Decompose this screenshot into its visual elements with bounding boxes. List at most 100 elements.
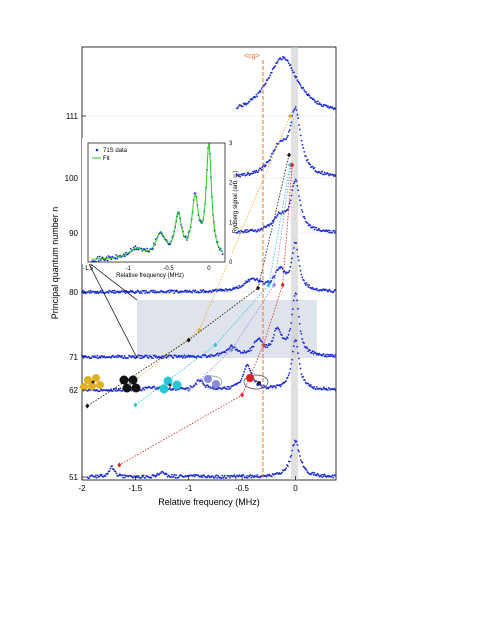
data-point	[316, 352, 319, 355]
data-point	[287, 205, 290, 208]
cluster-5-icon	[80, 374, 104, 391]
data-point	[302, 375, 305, 378]
data-point	[239, 379, 242, 382]
data-point	[260, 88, 263, 91]
data-point	[255, 380, 258, 383]
data-point	[260, 227, 263, 230]
data-point	[95, 356, 98, 359]
data-point	[299, 84, 302, 87]
data-point	[172, 388, 175, 391]
data-point	[279, 267, 281, 269]
data-point	[299, 134, 302, 137]
data-point	[128, 291, 131, 293]
marker-point	[290, 162, 295, 168]
inset-y-tick-label: 3	[229, 141, 233, 147]
data-point	[303, 279, 305, 282]
data-point	[116, 389, 119, 392]
data-point	[283, 56, 286, 59]
data-point	[280, 334, 283, 336]
data-point	[328, 355, 331, 358]
data-point	[245, 365, 247, 368]
data-point	[170, 355, 173, 358]
data-point	[110, 388, 112, 390]
data-point	[249, 369, 252, 372]
marker-point	[133, 402, 138, 408]
data-point	[297, 117, 300, 120]
data-point	[327, 353, 330, 356]
data-point	[311, 286, 314, 289]
marker-point	[256, 285, 261, 291]
data-point	[140, 354, 142, 357]
inset-x-ticks: -1.5 -1 -0.5 0	[83, 266, 211, 272]
data-point	[268, 225, 271, 227]
data-point	[289, 456, 292, 458]
data-point	[267, 280, 270, 282]
data-point	[316, 229, 319, 232]
data-point	[281, 267, 284, 270]
data-point	[306, 158, 309, 161]
data-point	[293, 182, 295, 185]
data-point	[237, 287, 240, 290]
data-point	[291, 189, 294, 192]
data-point	[285, 338, 287, 341]
data-point	[285, 380, 287, 382]
data-point	[159, 472, 162, 475]
data-point	[287, 465, 289, 468]
data-point	[169, 387, 171, 389]
data-point	[287, 131, 290, 133]
data-point	[236, 349, 239, 351]
data-point	[297, 307, 299, 310]
data-point	[273, 149, 276, 152]
data-point	[328, 231, 330, 234]
data-point	[95, 292, 98, 295]
data-point	[238, 173, 241, 176]
data-point	[255, 169, 258, 172]
data-point	[289, 64, 292, 66]
inset-data-point	[146, 247, 149, 250]
data-point	[312, 387, 315, 390]
data-point	[331, 474, 334, 477]
data-point	[333, 356, 336, 358]
data-point	[111, 289, 114, 292]
data-point	[243, 230, 246, 233]
data-point	[173, 292, 176, 295]
inset-data-point	[141, 250, 144, 252]
marker-point	[197, 327, 202, 333]
data-point	[98, 475, 101, 478]
data-point	[240, 173, 243, 175]
data-point	[302, 147, 305, 149]
data-point	[113, 289, 116, 292]
data-point	[82, 356, 85, 359]
data-point	[162, 357, 165, 360]
data-point	[141, 355, 144, 358]
data-point	[259, 167, 262, 170]
data-point	[313, 166, 316, 169]
data-point	[199, 289, 202, 292]
data-point	[322, 173, 325, 176]
data-point	[328, 288, 331, 291]
data-point	[185, 291, 188, 294]
data-point	[235, 383, 238, 386]
data-point	[217, 354, 220, 357]
data-point	[123, 355, 126, 357]
data-point	[134, 357, 137, 360]
data-point	[278, 328, 281, 331]
inset-data-point	[115, 254, 118, 256]
data-point	[290, 362, 293, 365]
data-point	[318, 171, 321, 173]
data-point	[114, 389, 117, 392]
data-point	[325, 387, 328, 390]
data-point	[311, 350, 314, 353]
inset-series	[91, 143, 224, 263]
inset-data-point	[110, 258, 113, 261]
data-point	[260, 384, 263, 387]
data-point	[288, 460, 291, 463]
data-point	[122, 476, 125, 479]
data-point	[248, 367, 251, 370]
data-point	[127, 357, 129, 360]
data-point	[288, 129, 291, 132]
data-point	[258, 337, 261, 339]
data-point	[110, 291, 113, 294]
data-point	[303, 89, 306, 91]
data-point	[106, 472, 109, 475]
